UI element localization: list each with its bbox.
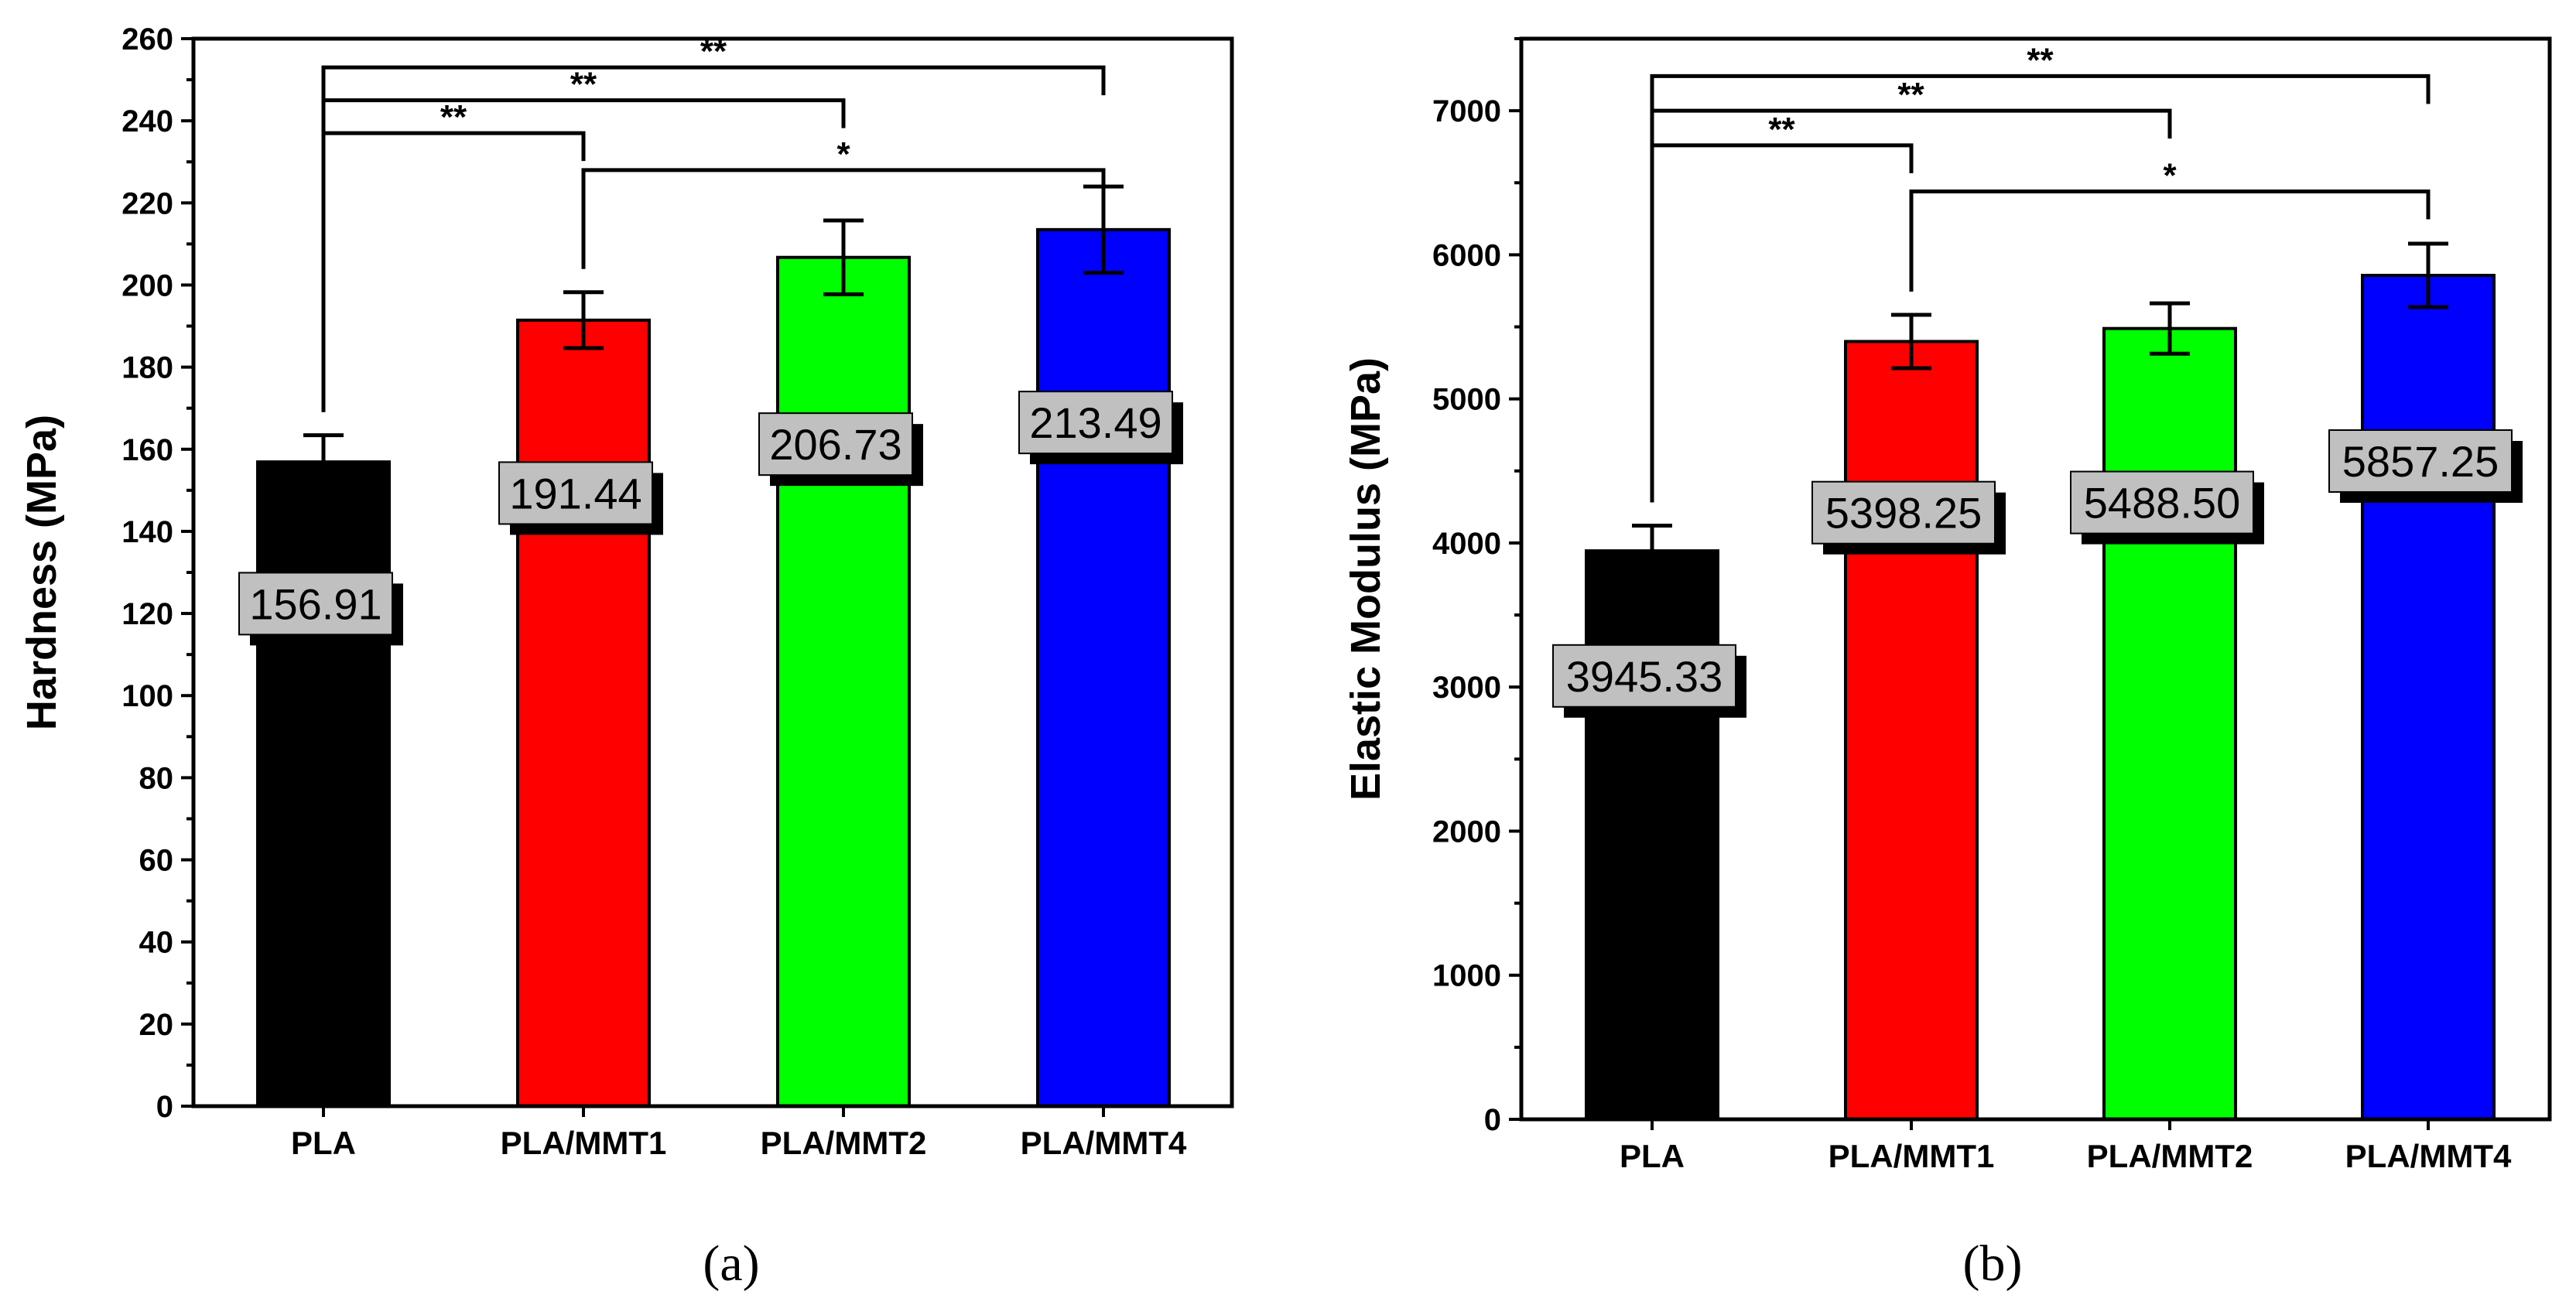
- panel-a-significance-marker-4: *: [836, 135, 850, 173]
- panel-b-error-bar-3: [2150, 301, 2190, 356]
- panel-a-value-label-1: 156.91: [249, 579, 381, 628]
- panel-a-bar-1: [256, 460, 391, 1108]
- panel-b-y-tick-label: 1000: [1432, 959, 1501, 993]
- panel-b-y-tick-label: 3000: [1432, 671, 1501, 705]
- panel-a-value-label-4: 213.49: [1029, 398, 1161, 447]
- panel-a-significance-bracket-3: [321, 131, 586, 412]
- panel-b-value-label-box-2: [1811, 480, 1996, 545]
- panel-a-y-tick-label: 0: [156, 1090, 173, 1124]
- panel-a-y-tick-label: 100: [121, 679, 173, 713]
- panel-b-category-label-2: PLA/MMT1: [1829, 1138, 1995, 1174]
- panel-b-significance-marker-1: **: [2027, 41, 2054, 79]
- panel-a-error-bar-2: [563, 290, 604, 350]
- panel-a-y-axis-title: Hardness (MPa): [19, 415, 65, 730]
- panel-a-y-tick-label: 220: [121, 186, 173, 220]
- panel-b-significance-bracket-4: [1909, 189, 2431, 292]
- panel-b-category-label-1: PLA: [1620, 1138, 1685, 1174]
- panel-a-value-label-box-2: [498, 461, 653, 525]
- panel-a-category-label-4: PLA/MMT4: [1021, 1125, 1187, 1161]
- panel-b-bar-3: [2102, 326, 2237, 1121]
- panel-b-y-tick-label: 6000: [1432, 238, 1501, 272]
- panel-a-y-tick-label: 260: [121, 22, 173, 56]
- panel-b-significance-bracket-3: [1650, 143, 1914, 503]
- panel-b-error-bar-4: [2408, 241, 2448, 309]
- panel-b-significance-marker-3: **: [1768, 111, 1795, 149]
- panel-b-significance-marker-4: *: [2163, 156, 2177, 194]
- panel-a-bar-2: [516, 318, 651, 1108]
- panel-b-y-tick-label: 0: [1484, 1103, 1501, 1137]
- panel-a-bar-4: [1036, 227, 1171, 1108]
- panel-a-value-label-box-4: [1018, 391, 1173, 455]
- panel-b-significance-marker-2: **: [1897, 76, 1924, 114]
- panel-b-y-tick-label: 5000: [1432, 383, 1501, 417]
- panel-b-y-axis-title: Elastic Modulus (MPa): [1343, 357, 1389, 801]
- panel-a-value-label-box-3: [758, 412, 913, 477]
- panel-b-value-label-2: 5398.25: [1825, 489, 1982, 538]
- panel-a-y-tick-label: 80: [139, 761, 174, 795]
- panel-b-plot-frame: [1519, 36, 2552, 1122]
- panel-b-value-label-box-1: [1552, 644, 1736, 708]
- panel-b-bar-2: [1844, 340, 1979, 1121]
- panel-b-y-tick-label: 4000: [1432, 527, 1501, 561]
- panel-a-y-tick-label: 160: [121, 433, 173, 467]
- panel-b-bar-4: [2361, 273, 2496, 1121]
- panel-a-y-tick-label: 20: [139, 1008, 174, 1042]
- panel-a-value-label-2: 191.44: [509, 469, 641, 517]
- panel-a-y-tick-label: 60: [139, 844, 174, 878]
- panel-b-value-label-3: 5488.50: [2084, 479, 2240, 528]
- panel-a-y-tick-label: 140: [121, 515, 173, 549]
- panel-a-error-bar-3: [823, 218, 864, 297]
- panel-a-error-bar-1: [303, 433, 344, 491]
- panel-a-significance-marker-2: **: [570, 66, 597, 104]
- panel-b-caption: (b): [1963, 1235, 2023, 1292]
- panel-a-y-tick-label: 40: [139, 926, 174, 960]
- panel-b-value-label-box-3: [2070, 470, 2254, 535]
- panel-a-caption: (a): [703, 1235, 759, 1292]
- panel-a-category-label-1: PLA: [291, 1125, 356, 1161]
- panel-b-error-bar-2: [1891, 313, 1931, 371]
- panel-a-significance-bracket-4: [581, 168, 1106, 269]
- panel-b-bar-1: [1585, 549, 1719, 1121]
- panel-a-category-label-3: PLA/MMT2: [761, 1125, 927, 1161]
- panel-b-value-label-1: 3945.33: [1566, 652, 1722, 701]
- panel-a-value-label-box-1: [238, 572, 393, 636]
- panel-a-y-tick-label: 200: [121, 268, 173, 302]
- panel-a-significance-marker-3: **: [440, 98, 467, 136]
- panel-b-category-label-4: PLA/MMT4: [2345, 1138, 2512, 1174]
- panel-b-category-label-3: PLA/MMT2: [2087, 1138, 2253, 1174]
- panel-b-value-label-4: 5857.25: [2342, 437, 2499, 486]
- panel-a-category-label-2: PLA/MMT1: [501, 1125, 667, 1161]
- panel-a-bar-3: [776, 255, 911, 1108]
- panel-b-value-label-box-4: [2328, 429, 2513, 494]
- panel-a-y-tick-label: 180: [121, 351, 173, 385]
- panel-b-y-tick-label: 7000: [1432, 94, 1501, 128]
- panel-a-value-label-3: 206.73: [769, 420, 901, 469]
- panel-a-y-tick-label: 120: [121, 597, 173, 631]
- panel-b-error-bar-1: [1632, 524, 1672, 579]
- panel-b-y-tick-label: 2000: [1432, 815, 1501, 849]
- panel-a-y-tick-label: 240: [121, 104, 173, 138]
